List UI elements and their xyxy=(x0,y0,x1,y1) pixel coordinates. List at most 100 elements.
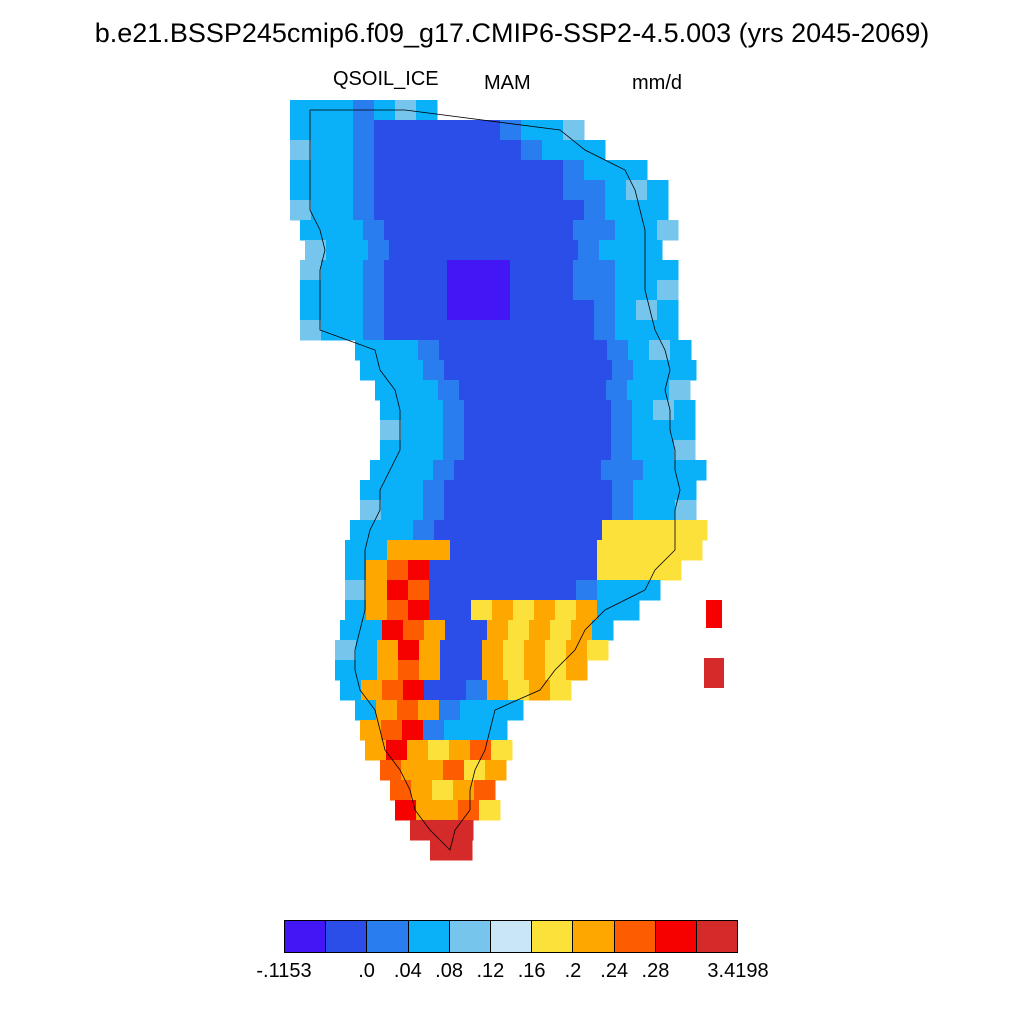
grid-cell xyxy=(465,500,487,521)
grid-cell xyxy=(597,540,619,561)
grid-cell xyxy=(371,520,393,541)
grid-cell xyxy=(542,160,564,181)
grid-cell xyxy=(500,120,522,141)
grid-cell xyxy=(429,580,451,601)
grid-cell xyxy=(544,340,566,361)
grid-cell xyxy=(422,760,444,781)
grid-cell xyxy=(405,320,427,341)
grid-cell xyxy=(675,480,697,501)
grid-cell xyxy=(510,260,532,281)
grid-cell xyxy=(401,440,423,461)
grid-cell xyxy=(569,440,591,461)
grid-cell xyxy=(524,640,546,661)
grid-cell xyxy=(611,440,633,461)
grid-cell xyxy=(300,220,322,241)
grid-cell xyxy=(649,340,671,361)
grid-cell xyxy=(311,160,333,181)
grid-cell xyxy=(573,220,595,241)
grid-cell xyxy=(657,320,679,341)
grid-cell xyxy=(513,600,535,621)
grid-cell xyxy=(290,100,312,121)
grid-cell xyxy=(636,300,658,321)
grid-cell xyxy=(418,340,440,361)
colorbar-labels: -.1153 .0 .04 .08 .12 .16 .2 .24 .28 3.4198 xyxy=(0,960,1024,988)
colorbar-swatch xyxy=(285,921,327,952)
grid-cell xyxy=(626,160,648,181)
grid-cell xyxy=(290,200,312,221)
grid-cell xyxy=(486,480,508,501)
grid-cell xyxy=(305,240,327,261)
grid-cell xyxy=(360,500,382,521)
grid-cell xyxy=(564,380,586,401)
grid-cell xyxy=(622,460,644,481)
grid-cell xyxy=(443,400,465,421)
grid-cell xyxy=(365,740,387,761)
grid-cell xyxy=(464,440,486,461)
grid-cell xyxy=(548,400,570,421)
grid-cell xyxy=(382,620,404,641)
grid-cell xyxy=(557,240,579,261)
grid-cell xyxy=(416,100,438,121)
grid-cell xyxy=(402,720,424,741)
grid-cell xyxy=(569,400,591,421)
grid-cell xyxy=(465,360,487,381)
grid-cell xyxy=(607,340,629,361)
grid-cell xyxy=(466,680,488,701)
grid-cell xyxy=(528,500,550,521)
grid-cell xyxy=(491,740,513,761)
grid-cell xyxy=(573,260,595,281)
colorbar-tick-label: .0 xyxy=(358,960,375,982)
island-cell xyxy=(704,658,724,688)
grid-cell xyxy=(552,260,574,281)
grid-cell xyxy=(626,200,648,221)
grid-cell xyxy=(515,240,537,261)
grid-cell xyxy=(506,400,528,421)
grid-cell xyxy=(581,520,603,541)
grid-cell xyxy=(380,760,402,781)
grid-cell xyxy=(417,380,439,401)
grid-cell xyxy=(510,300,532,321)
grid-cell xyxy=(534,560,556,581)
grid-cell xyxy=(402,480,424,501)
grid-cell xyxy=(418,700,440,721)
grid-cell xyxy=(347,240,369,261)
grid-cell xyxy=(489,280,511,301)
grid-cell xyxy=(423,500,445,521)
grid-cell xyxy=(454,460,476,481)
grid-cell xyxy=(660,540,682,561)
grid-cell xyxy=(641,240,663,261)
grid-cell xyxy=(602,520,624,541)
grid-cell xyxy=(500,180,522,201)
grid-cell xyxy=(356,640,378,661)
grid-cell xyxy=(636,320,658,341)
grid-cell xyxy=(413,520,435,541)
grid-cell xyxy=(405,260,427,281)
grid-cell xyxy=(576,560,598,581)
grid-cell xyxy=(643,460,665,481)
grid-cell xyxy=(506,420,528,441)
greenland-map xyxy=(290,100,724,861)
grid-cell xyxy=(611,420,633,441)
grid-cell xyxy=(426,220,448,241)
grid-cell xyxy=(594,220,616,241)
grid-cell xyxy=(444,720,466,741)
coastline xyxy=(309,109,681,851)
grid-cell xyxy=(384,260,406,281)
grid-cell xyxy=(542,140,564,161)
grid-cell xyxy=(485,400,507,421)
grid-cell xyxy=(594,320,616,341)
grid-cell xyxy=(618,580,640,601)
grid-cell xyxy=(653,400,675,421)
grid-cell xyxy=(620,240,642,261)
grid-cell xyxy=(475,460,497,481)
grid-cell xyxy=(290,160,312,181)
grid-cell xyxy=(594,280,616,301)
colorbar-swatch xyxy=(696,921,738,952)
grid-cell xyxy=(502,340,524,361)
grid-cell xyxy=(355,700,377,721)
grid-cell xyxy=(486,500,508,521)
grid-cell xyxy=(458,800,480,821)
grid-cell xyxy=(563,160,585,181)
grid-cell xyxy=(363,320,385,341)
grid-cell xyxy=(542,200,564,221)
